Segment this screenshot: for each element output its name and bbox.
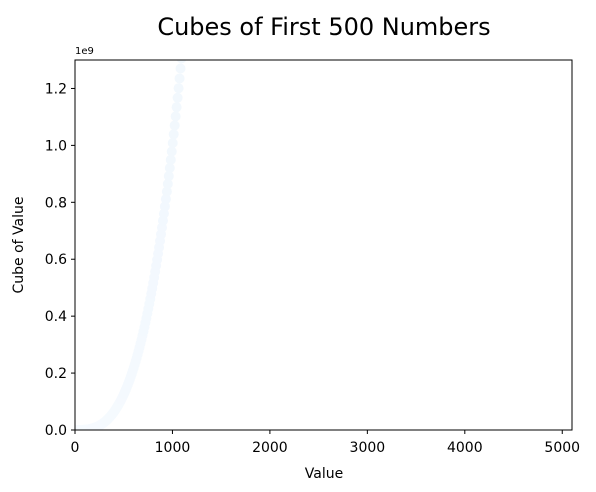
x-tick-label: 0 [71,440,80,456]
data-point [159,201,170,212]
data-point [174,73,185,84]
x-tick-label: 4000 [447,440,483,456]
data-point [167,137,178,148]
data-point [171,102,182,113]
x-tick-label: 1000 [155,440,191,456]
x-tick-label: 3000 [350,440,386,456]
y-tick-label: 0.6 [45,252,67,268]
data-point [172,92,183,103]
data-point [161,186,172,197]
data-point [164,163,175,174]
y-tick-label: 1.2 [45,81,67,97]
y-axis-label: Cube of Value [11,197,27,294]
data-point [175,63,186,74]
y-tick-label: 0.8 [45,195,67,211]
x-axis: 0 1000 2000 3000 4000 5000 [71,430,580,456]
y-axis: 0.0 0.2 0.4 0.6 0.8 1.0 1.2 [45,81,75,439]
data-point [168,129,179,140]
data-point [162,178,173,189]
data-point [163,171,174,182]
x-tick-label: 2000 [252,440,288,456]
data-point [177,43,187,53]
y-tick-label: 1.0 [45,138,67,154]
data-point [169,120,180,131]
data-points [75,43,187,430]
y-tick-label: 0.4 [45,309,67,325]
plot-frame [74,59,573,431]
data-point [166,146,177,157]
y-offset-label: 1e9 [75,46,94,57]
data-point [170,111,181,122]
data-point [160,194,171,205]
y-tick-label: 0.2 [45,366,67,382]
chart-title: Cubes of First 500 Numbers [157,13,490,41]
data-point [165,154,176,165]
x-tick-label: 5000 [544,440,580,456]
x-axis-label: Value [305,466,343,482]
data-point [173,83,184,94]
y-tick-label: 0.0 [45,423,67,439]
data-point [176,60,187,64]
